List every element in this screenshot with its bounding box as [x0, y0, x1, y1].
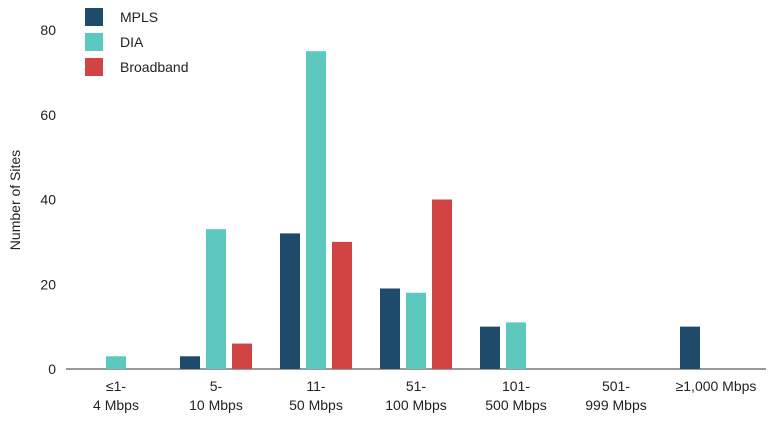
bar — [432, 199, 452, 369]
bar — [280, 233, 300, 369]
legend-label: DIA — [120, 34, 144, 50]
y-axis-label: Number of Sites — [7, 150, 23, 250]
bar — [506, 322, 526, 369]
y-tick-label: 80 — [40, 22, 56, 38]
y-tick-label: 40 — [40, 192, 56, 208]
bar — [680, 326, 700, 369]
x-tick-label: 101-500 Mbps — [485, 378, 546, 413]
legend-label: MPLS — [120, 9, 158, 25]
y-tick-label: 0 — [48, 361, 56, 377]
bar — [332, 241, 352, 369]
bar — [232, 343, 252, 369]
legend-label: Broadband — [120, 59, 189, 75]
bar — [306, 51, 326, 369]
bar — [380, 288, 400, 369]
x-tick-label: 51-100 Mbps — [385, 378, 446, 413]
bar — [480, 326, 500, 369]
bar — [206, 229, 226, 369]
y-tick-label: 60 — [40, 107, 56, 123]
legend-swatch — [85, 33, 103, 51]
x-tick-label: 501-999 Mbps — [585, 378, 646, 413]
y-tick-label: 20 — [40, 276, 56, 292]
x-tick-label: 11-50 Mbps — [289, 378, 343, 413]
x-tick-label: ≥1,000 Mbps — [676, 378, 757, 394]
x-tick-label: 5-10 Mbps — [189, 378, 243, 413]
bar — [180, 356, 200, 369]
bar — [106, 356, 126, 369]
legend-swatch — [85, 58, 103, 76]
bar — [406, 292, 426, 369]
x-tick-label: ≤1-4 Mbps — [93, 378, 139, 413]
legend-swatch — [85, 8, 103, 26]
